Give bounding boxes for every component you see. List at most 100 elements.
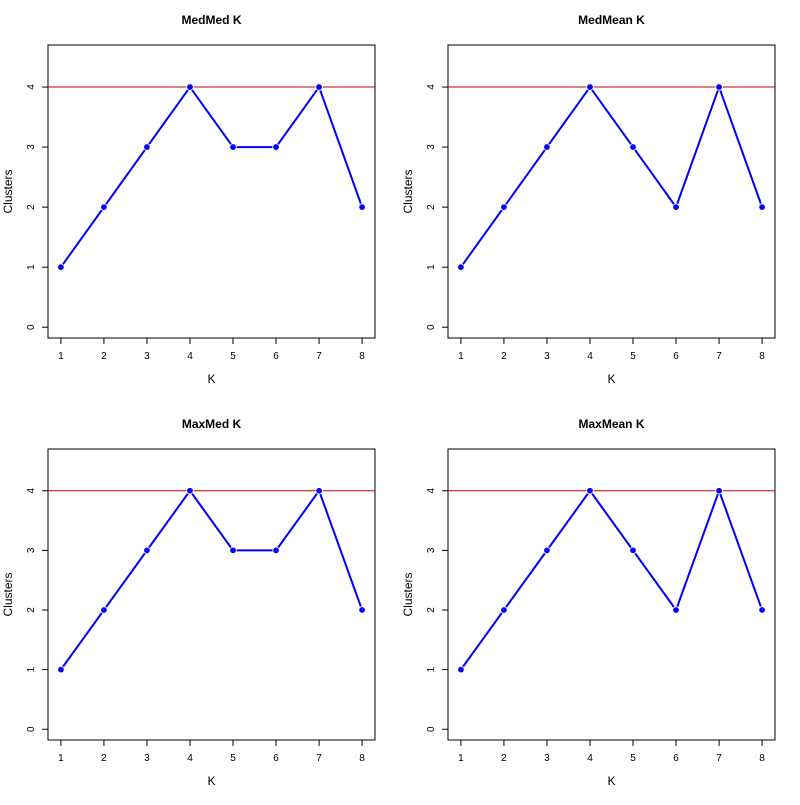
data-point (586, 83, 594, 91)
data-point (457, 665, 465, 674)
data-point (100, 203, 108, 211)
data-point (672, 606, 680, 614)
chart-panel: MaxMed K 1 2 3 4 5 6 7 8 0 1 2 3 4 K Clusters (1, 417, 376, 788)
data-point (57, 263, 65, 271)
x-tick-label: 5 (230, 351, 236, 362)
x-tick-label: 2 (101, 351, 107, 362)
x-tick-label: 4 (187, 753, 193, 764)
x-tick-label: 5 (630, 351, 636, 362)
y-axis-label: Clusters (1, 169, 15, 213)
y-tick-label: 1 (26, 666, 37, 672)
chart-title: MaxMed K (182, 417, 242, 431)
data-point (715, 83, 723, 91)
x-tick-label: 4 (187, 351, 193, 362)
data-point (672, 203, 680, 211)
x-tick-label: 3 (544, 753, 550, 764)
data-point (57, 665, 65, 674)
x-tick-label: 6 (673, 753, 679, 764)
data-point (186, 83, 194, 91)
plot-frame (47, 44, 376, 339)
x-tick-label: 2 (501, 351, 507, 362)
plot-frame (447, 44, 776, 339)
data-point (272, 143, 280, 151)
y-axis-label: Clusters (1, 572, 15, 616)
x-tick-label: 3 (544, 351, 550, 362)
data-point (629, 143, 637, 151)
x-tick-label: 8 (759, 351, 765, 362)
y-tick-label: 3 (26, 144, 37, 150)
y-tick-label: 3 (426, 547, 437, 553)
data-point (358, 606, 366, 614)
x-axis-label: K (607, 372, 615, 386)
chart-title: MedMed K (182, 13, 242, 27)
x-tick-label: 3 (144, 753, 150, 764)
x-tick-label: 2 (101, 753, 107, 764)
y-tick-label: 0 (426, 324, 437, 330)
x-tick-label: 6 (273, 351, 279, 362)
y-tick-label: 2 (26, 204, 37, 210)
data-point (758, 606, 766, 614)
series-line (460, 489, 764, 671)
y-tick-label: 4 (426, 84, 437, 90)
data-point (457, 263, 465, 271)
x-tick-label: 3 (144, 351, 150, 362)
x-tick-label: 1 (58, 351, 64, 362)
data-point (100, 606, 108, 614)
data-point (143, 143, 151, 151)
y-axis-label: Clusters (401, 169, 415, 213)
data-point (186, 487, 194, 495)
y-tick-label: 4 (26, 488, 37, 494)
x-tick-label: 5 (230, 753, 236, 764)
chart-panel: MedMed K 1 2 3 4 5 6 7 8 0 1 2 3 4 K Clusters (1, 13, 376, 386)
data-point (500, 606, 508, 614)
x-tick-label: 8 (359, 753, 365, 764)
series-line (60, 489, 364, 671)
x-tick-label: 7 (716, 351, 722, 362)
chart-title: MaxMean K (578, 417, 644, 431)
x-axis-label: K (207, 372, 215, 386)
x-tick-label: 6 (273, 753, 279, 764)
y-tick-label: 0 (26, 726, 37, 732)
y-tick-label: 3 (426, 144, 437, 150)
y-tick-label: 1 (426, 264, 437, 270)
x-axis-label: K (607, 774, 615, 788)
data-point (543, 143, 551, 151)
data-point (229, 143, 237, 151)
y-axis-label: Clusters (401, 572, 415, 616)
data-point (315, 83, 323, 91)
y-tick-label: 3 (26, 547, 37, 553)
x-tick-label: 1 (458, 753, 464, 764)
x-tick-label: 6 (673, 351, 679, 362)
x-tick-label: 4 (587, 351, 593, 362)
data-point (543, 546, 551, 555)
x-tick-label: 1 (458, 351, 464, 362)
plot-frame (447, 448, 776, 741)
y-tick-label: 4 (26, 84, 37, 90)
y-tick-label: 2 (426, 204, 437, 210)
chart-title: MedMean K (578, 13, 645, 27)
y-tick-label: 1 (426, 666, 437, 672)
x-tick-label: 7 (316, 351, 322, 362)
series-line (60, 86, 364, 268)
chart-panel: MedMean K 1 2 3 4 5 6 7 8 0 1 2 3 4 K Clusters (401, 13, 776, 386)
data-point (758, 203, 766, 211)
x-tick-label: 8 (359, 351, 365, 362)
y-tick-label: 2 (426, 607, 437, 613)
x-tick-label: 7 (316, 753, 322, 764)
data-point (229, 546, 237, 555)
plot-frame (47, 448, 376, 741)
data-point (143, 546, 151, 555)
data-point (586, 487, 594, 495)
y-tick-label: 0 (426, 726, 437, 732)
x-tick-label: 4 (587, 753, 593, 764)
data-point (715, 487, 723, 495)
y-tick-label: 1 (26, 264, 37, 270)
data-point (500, 203, 508, 211)
x-tick-label: 7 (716, 753, 722, 764)
data-point (272, 546, 280, 555)
x-axis-label: K (207, 774, 215, 788)
x-tick-label: 5 (630, 753, 636, 764)
y-tick-label: 0 (26, 324, 37, 330)
